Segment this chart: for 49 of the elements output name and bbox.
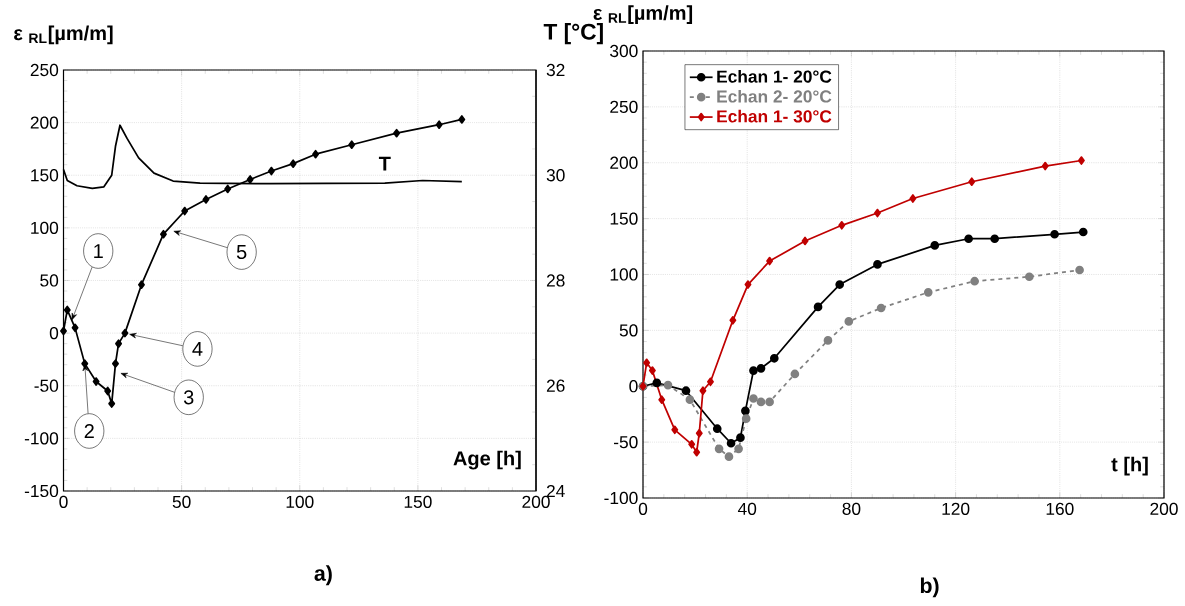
y-tick-label: 50	[40, 274, 59, 287]
annotation: 4	[192, 342, 203, 356]
annotation: 3	[183, 390, 194, 405]
y-tick-label: -100	[604, 491, 638, 505]
x-tick-label: 50	[172, 495, 191, 508]
annotation: 1	[94, 244, 103, 258]
legend-label: Echan 1- 20°C	[717, 70, 832, 83]
y2-tick-label: 32	[546, 63, 565, 77]
y-tick-label: 250	[610, 100, 638, 113]
y-tick-label: 100	[31, 221, 59, 234]
x-tick-label: 200	[522, 495, 550, 508]
x-axis-title: t [h]	[1111, 456, 1148, 476]
y-tick-label: 0	[49, 326, 59, 340]
y-tick-label: 50	[619, 324, 638, 337]
y-tick-label: 200	[30, 116, 59, 129]
y2-tick-label: 28	[546, 274, 565, 287]
y2-tick-label: 26	[546, 379, 565, 392]
y-tick-label: 250	[30, 63, 59, 77]
x-tick-label: 150	[404, 495, 432, 508]
text: a)	[314, 565, 332, 586]
y2-tick-label: 30	[546, 169, 565, 182]
y-tick-label: 150	[610, 212, 638, 225]
x-tick-label: 160	[1046, 502, 1074, 515]
text: b)	[920, 577, 939, 598]
y2-axis-title: T [°C]	[543, 23, 603, 45]
y-tick-label: 200	[610, 156, 638, 169]
x-tick-label: 0	[59, 495, 68, 508]
y-axis-title: ε $_{RL}$[µm/m]	[593, 5, 693, 24]
y-tick-label: 300	[610, 44, 638, 58]
y-tick-label: -150	[24, 484, 59, 498]
x-tick-label: 200	[1150, 502, 1178, 515]
x-tick-label: 0	[638, 502, 648, 515]
x-tick-label: 120	[942, 502, 970, 515]
x-axis-title: Age [h]	[453, 450, 521, 470]
legend-label: Echan 2- 20°C	[717, 89, 832, 103]
annotation: 2	[84, 424, 94, 438]
annotation: 5	[236, 245, 247, 260]
y-axis-title: ε $_{RL}$[µm/m]	[14, 25, 113, 45]
y-tick-label: -100	[24, 432, 59, 445]
series-label: T	[378, 156, 391, 171]
legend-label: Echan 1- 30°C	[717, 109, 832, 123]
x-tick-label: 80	[842, 502, 861, 515]
x-tick-label: 100	[286, 495, 314, 508]
x-tick-label: 40	[737, 502, 757, 515]
y-tick-label: 0	[629, 380, 638, 393]
y-tick-label: 150	[31, 169, 59, 182]
y-tick-label: -50	[614, 435, 638, 449]
y-tick-label: 100	[610, 268, 638, 281]
y-tick-label: -50	[34, 379, 59, 392]
